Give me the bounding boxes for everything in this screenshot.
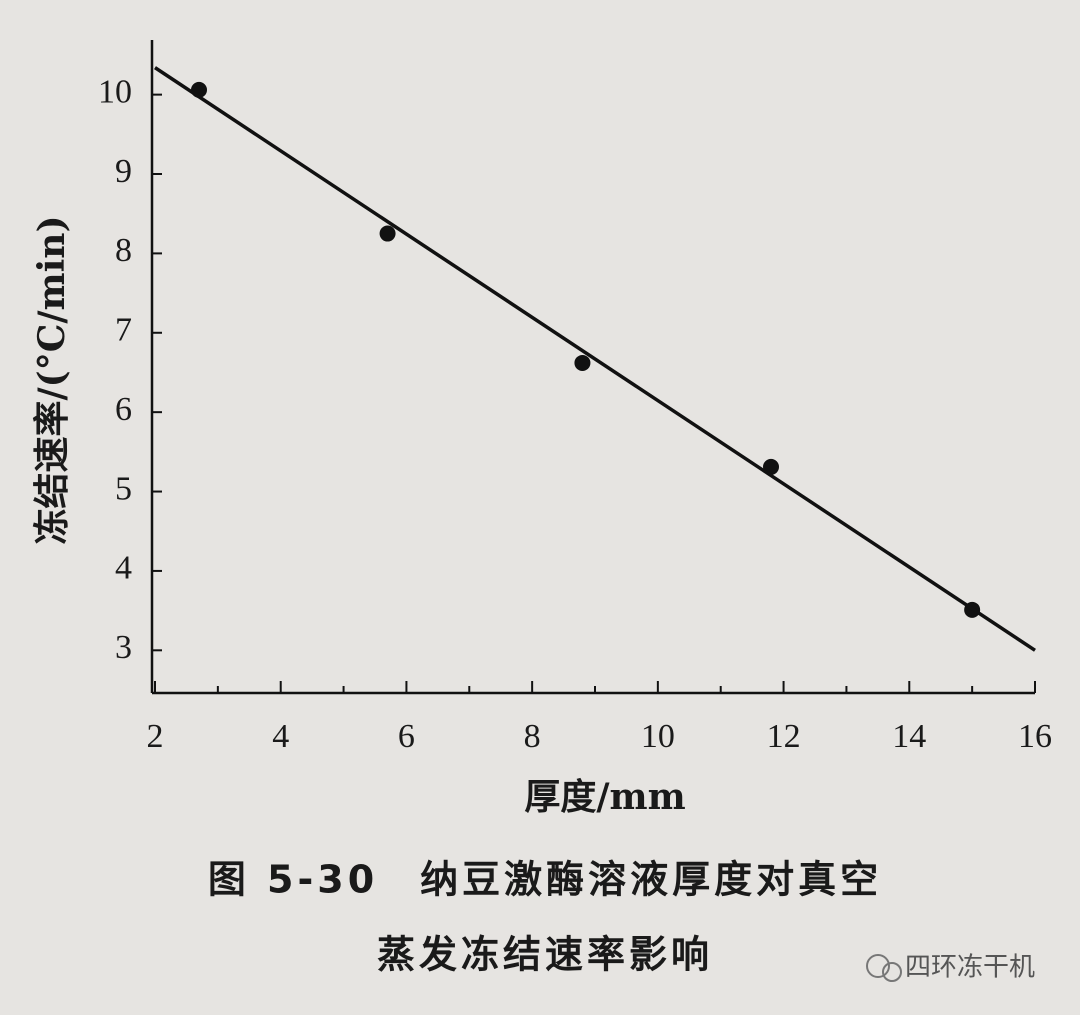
x-tick-label: 12	[767, 718, 801, 755]
y-tick-label: 8	[115, 232, 132, 269]
x-axis-label: 厚度/mm	[524, 776, 685, 818]
data-point	[379, 225, 396, 242]
y-tick-label: 3	[115, 629, 132, 666]
watermark-text: 四环冻干机	[905, 953, 1035, 983]
watermark-icon	[882, 962, 902, 982]
y-tick-label: 5	[115, 470, 132, 507]
x-tick-label: 2	[147, 718, 164, 755]
y-axis-label: 冻结速率/(°C/min)	[31, 216, 73, 545]
y-tick-label: 7	[115, 312, 132, 349]
y-tick-label: 10	[98, 73, 132, 110]
x-tick-label: 14	[892, 718, 926, 755]
caption-line: 图 5-30 纳豆激酶溶液厚度对真空	[208, 858, 882, 902]
data-point	[574, 354, 591, 371]
x-tick-label: 10	[641, 718, 675, 755]
x-tick-label: 8	[524, 718, 541, 755]
x-tick-label: 4	[272, 718, 289, 755]
x-tick-label: 6	[398, 718, 415, 755]
watermark-icon	[866, 954, 890, 978]
caption-line: 蒸发冻结速率影响	[377, 933, 713, 977]
x-tick-label: 16	[1018, 718, 1052, 755]
watermark: 四环冻干机	[866, 953, 1035, 983]
y-tick-label: 9	[115, 153, 132, 190]
fit-line	[154, 66, 1036, 652]
y-tick-label: 6	[115, 391, 132, 428]
y-tick-label: 4	[115, 550, 132, 587]
